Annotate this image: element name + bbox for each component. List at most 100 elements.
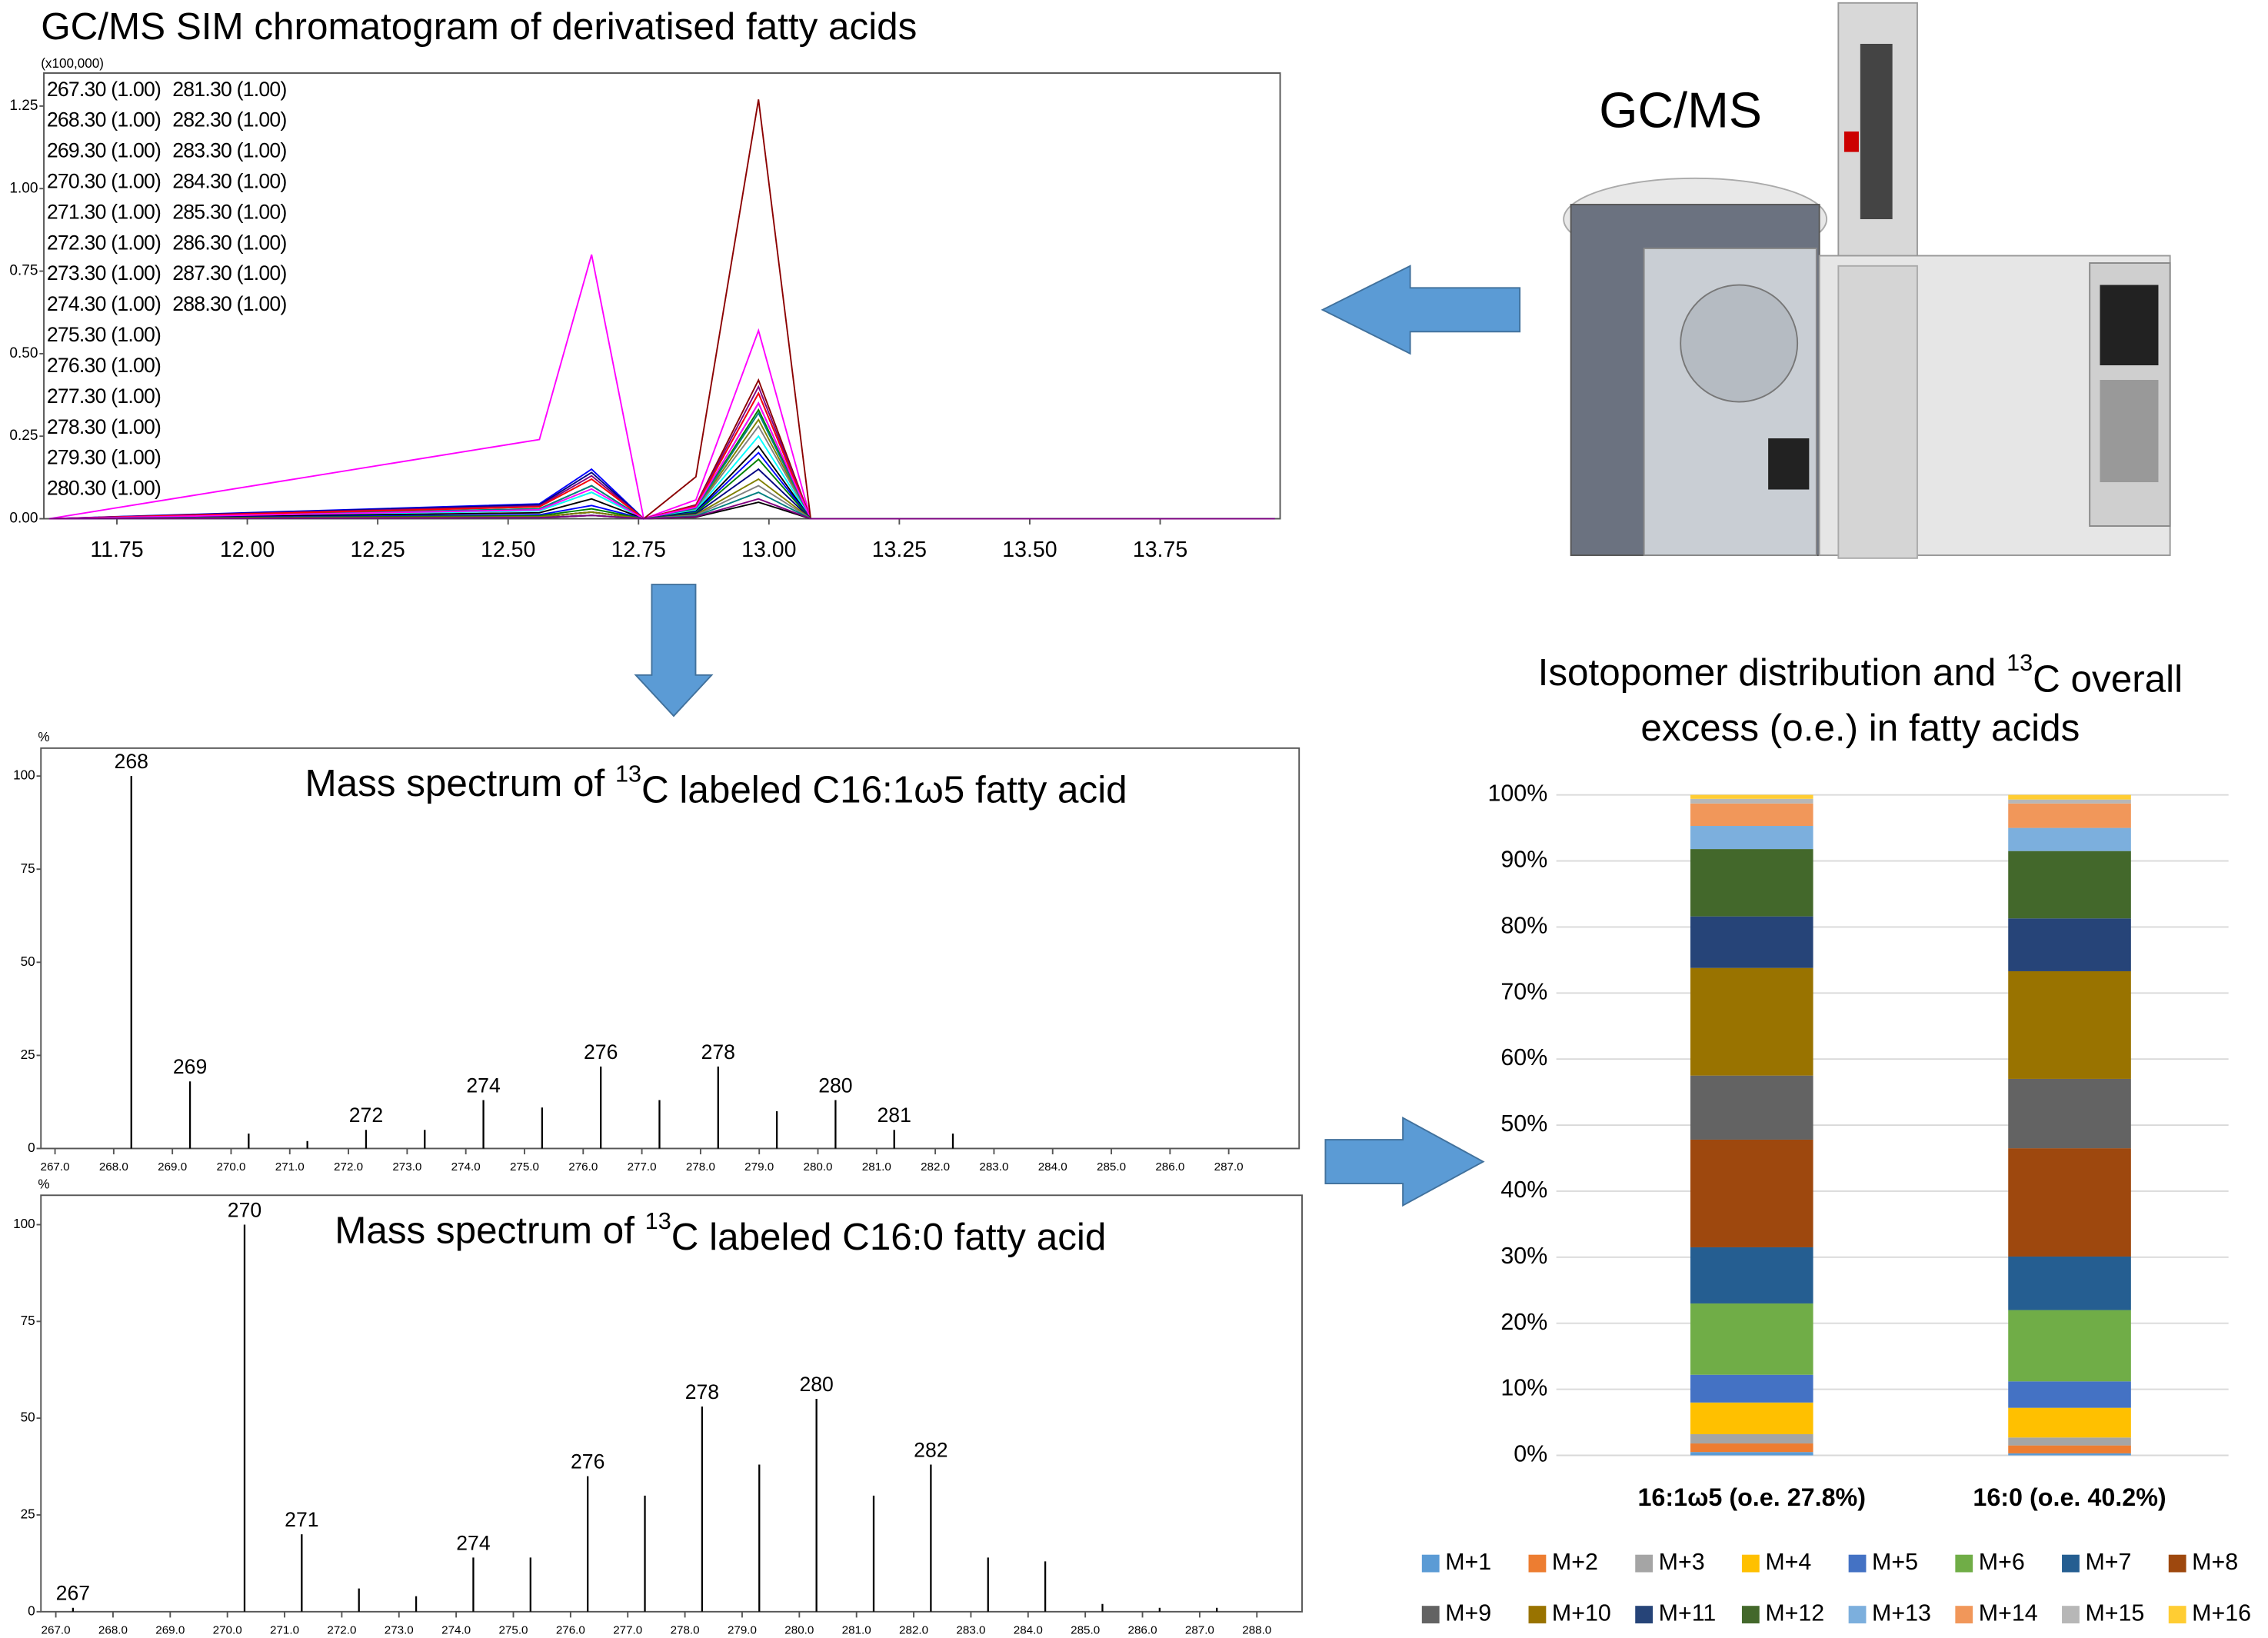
legend-label: 277.30 (1.00): [47, 385, 161, 408]
x-tick-label: 276.0: [568, 1160, 598, 1174]
legend-label: M+7: [2085, 1549, 2131, 1575]
legend-label: 267.30 (1.00): [47, 78, 161, 101]
legend-label: M+10: [1552, 1600, 1611, 1626]
arrow-down: [634, 584, 714, 717]
legend-swatch: [1421, 1606, 1440, 1623]
legend-label: 273.30 (1.00): [47, 261, 161, 285]
peak-label: 276: [571, 1450, 604, 1473]
legend-label: 269.30 (1.00): [47, 139, 161, 162]
legend-swatch: [2062, 1606, 2080, 1623]
y-tick-label: 0: [28, 1140, 35, 1155]
trace: [48, 401, 1275, 520]
y-axis-unit: (x100,000): [41, 56, 104, 71]
y-tick-label: 80%: [1500, 912, 1547, 938]
bar-segment: [1690, 1434, 1813, 1444]
peak-label: 282: [914, 1438, 947, 1461]
peak-label: 274: [466, 1074, 501, 1097]
x-tick-label: 284.0: [1038, 1160, 1067, 1174]
title-part: C overall: [2033, 658, 2183, 700]
bar-segment: [2008, 1453, 2131, 1456]
bar-segment: [2008, 1407, 2131, 1438]
bar-segment: [1690, 849, 1813, 917]
title: excess (o.e.) in fatty acids: [1640, 707, 2080, 749]
x-tick-label: 16:1ω5 (o.e. 27.8%): [1637, 1483, 1866, 1511]
x-tick-label: 12.75: [611, 538, 666, 562]
legend-swatch: [1635, 1606, 1654, 1623]
x-tick-label: 267.0: [42, 1624, 71, 1637]
y-tick-label: 75: [21, 861, 35, 876]
y-tick-label: 50: [21, 1410, 35, 1425]
legend-swatch: [2168, 1554, 2186, 1573]
x-tick-label: 267.0: [41, 1160, 70, 1174]
legend-label: 284.30 (1.00): [172, 170, 286, 193]
bar-segment: [1690, 1075, 1813, 1140]
x-tick-label: 281.0: [842, 1624, 871, 1637]
legend-swatch: [2168, 1606, 2186, 1623]
y-tick-label: 0.00: [9, 511, 38, 527]
x-tick-label: 284.0: [1014, 1624, 1043, 1637]
legend-label: M+14: [1979, 1600, 2038, 1626]
title: Mass spectrum of 13C labeled C16:0 fatty…: [335, 1208, 1106, 1258]
y-tick-label: 75: [21, 1313, 35, 1328]
x-tick-label: 287.0: [1185, 1624, 1214, 1637]
y-axis-unit: %: [38, 730, 49, 744]
x-tick-label: 282.0: [921, 1160, 950, 1174]
title-part: C labeled C16:0 fatty acid: [671, 1216, 1107, 1258]
x-tick-label: 268.0: [98, 1624, 128, 1637]
peak-label: 278: [685, 1380, 719, 1403]
bar-segment: [2008, 918, 2131, 971]
legend-label: 279.30 (1.00): [47, 446, 161, 469]
x-tick-label: 288.0: [1242, 1624, 1271, 1637]
title: Mass spectrum of 13C labeled C16:1ω5 fat…: [305, 761, 1127, 811]
y-tick-label: 0.50: [9, 345, 38, 361]
y-tick-label: 20%: [1500, 1309, 1547, 1335]
peak-label: 268: [115, 750, 148, 773]
plot-frame: [40, 747, 1301, 1150]
legend-label: 272.30 (1.00): [47, 231, 161, 254]
y-axis-unit: %: [38, 1177, 49, 1191]
legend-label: M+12: [1765, 1600, 1824, 1626]
x-tick-label: 271.0: [270, 1624, 299, 1637]
title-part: excess (o.e.) in fatty acids: [1640, 707, 2080, 749]
title-superscript: 13: [615, 761, 641, 787]
bar-segment: [2008, 1256, 2131, 1310]
peak-label: 278: [701, 1040, 735, 1064]
bar-segment: [2008, 799, 2131, 804]
x-tick-label: 277.0: [613, 1624, 642, 1637]
x-tick-label: 281.0: [862, 1160, 891, 1174]
peak-label: 269: [173, 1055, 207, 1078]
legend-label: M+8: [2192, 1549, 2238, 1575]
y-tick-label: 90%: [1500, 847, 1547, 873]
chart-title: GC/MS SIM chromatogram of derivatised fa…: [41, 5, 917, 48]
peak-label: 281: [878, 1104, 911, 1127]
x-tick-label: 276.0: [556, 1624, 585, 1637]
x-tick-label: 273.0: [385, 1624, 414, 1637]
bar-segment: [1690, 826, 1813, 850]
x-tick-label: 270.0: [213, 1624, 242, 1637]
y-tick-label: 100%: [1487, 781, 1547, 807]
legend-label: 270.30 (1.00): [47, 170, 161, 193]
y-tick-label: 1.00: [9, 180, 38, 196]
legend-swatch: [1955, 1554, 1973, 1573]
legend-label: 276.30 (1.00): [47, 354, 161, 377]
title-superscript: 13: [2007, 650, 2033, 676]
peak-label: 280: [818, 1074, 852, 1097]
legend-label: 287.30 (1.00): [172, 261, 286, 285]
y-tick-label: 100: [13, 768, 35, 783]
arrow-left: [1321, 265, 1521, 355]
y-tick-label: 70%: [1500, 978, 1547, 1004]
legend-label: 288.30 (1.00): [172, 292, 286, 315]
trace: [48, 254, 1275, 520]
legend-swatch: [1955, 1606, 1973, 1623]
legend-label: 286.30 (1.00): [172, 231, 286, 254]
peak-label: 276: [584, 1040, 618, 1064]
x-tick-label: 272.0: [327, 1624, 356, 1637]
legend-label: 282.30 (1.00): [172, 108, 286, 132]
x-tick-label: 285.0: [1097, 1160, 1126, 1174]
x-tick-label: 16:0 (o.e. 40.2%): [1973, 1483, 2166, 1511]
legend-label: 280.30 (1.00): [47, 477, 161, 500]
x-tick-label: 285.0: [1071, 1624, 1100, 1637]
